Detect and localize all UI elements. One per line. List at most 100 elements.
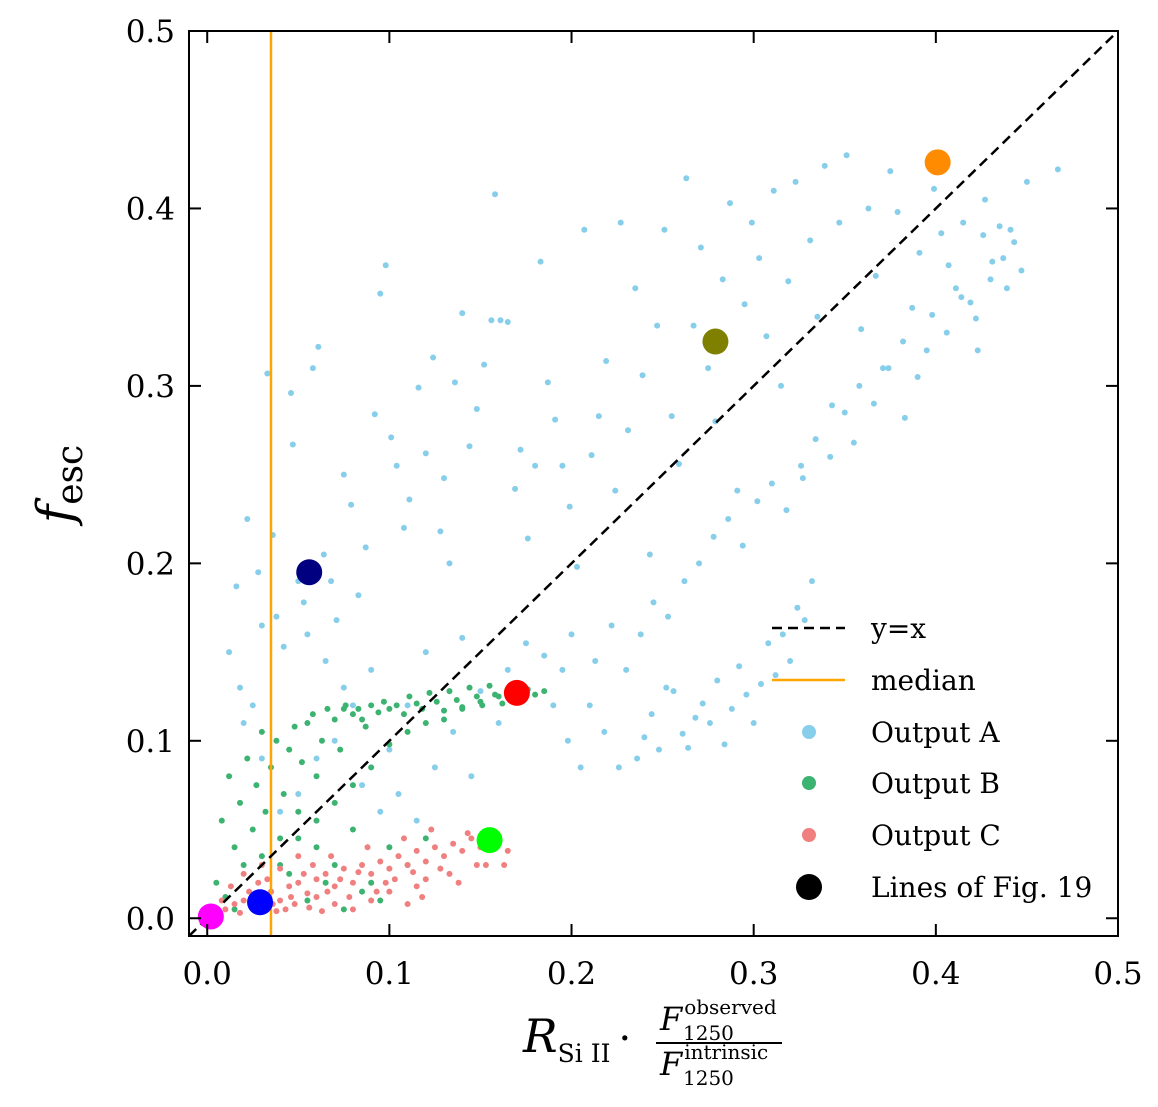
output-a-point-94 [872, 272, 879, 279]
output-a-point-70 [697, 244, 704, 251]
fig19-point-0 [197, 903, 224, 930]
series-output-c [213, 826, 511, 918]
output-c-point-8 [286, 883, 293, 890]
output-a-point-180 [559, 666, 566, 673]
output-a-point-196 [798, 462, 805, 469]
output-a-point-38 [473, 405, 480, 412]
output-a-point-188 [681, 578, 688, 585]
output-a-point-95 [880, 365, 887, 372]
y-tick-labels: 0.0 0.1 0.2 0.3 0.4 0.5 [126, 14, 175, 937]
output-a-point-107 [967, 299, 974, 306]
legend-label-y-equals-x: y=x [870, 612, 926, 645]
output-c-point-65 [355, 869, 362, 876]
output-c-point-36 [295, 853, 302, 860]
output-c-point-25 [441, 853, 448, 860]
fig19-point-6 [924, 149, 951, 176]
output-a-point-164 [377, 808, 384, 815]
output-a-point-20 [355, 592, 362, 599]
output-a-point-207 [958, 294, 965, 301]
fig19-point-2 [296, 559, 323, 586]
output-a-point-170 [226, 649, 233, 656]
output-a-point-131 [750, 720, 757, 727]
output-b-point-2 [226, 773, 233, 780]
output-a-point-178 [541, 652, 548, 659]
output-c-point-60 [264, 876, 271, 883]
output-a-point-56 [595, 413, 602, 420]
y-tick-label-5: 0.5 [126, 14, 175, 50]
output-a-point-36 [459, 310, 466, 317]
output-a-point-41 [492, 191, 499, 198]
x-tick-label-2: 0.2 [547, 956, 596, 992]
y-tick-label-3: 0.3 [126, 369, 175, 405]
output-a-point-93 [865, 205, 872, 212]
output-a-point-152 [368, 666, 375, 673]
output-b-point-36 [406, 693, 413, 700]
output-c-point-55 [400, 835, 407, 842]
output-c-point-24 [431, 844, 438, 851]
output-a-point-25 [388, 434, 395, 441]
output-a-point-30 [422, 450, 429, 457]
output-b-point-15 [286, 746, 293, 753]
output-a-point-189 [696, 560, 703, 567]
output-c-point-33 [240, 870, 247, 877]
output-a-point-128 [728, 705, 735, 712]
output-a-point-204 [914, 374, 921, 381]
output-c-point-11 [313, 876, 320, 883]
output-a-point-26 [393, 462, 400, 469]
output-b-point-18 [298, 759, 305, 766]
output-a-point-123 [692, 714, 699, 721]
output-a-point-122 [685, 744, 692, 751]
output-a-point-179 [550, 702, 557, 709]
output-a-point-65 [661, 226, 668, 233]
output-b-point-88 [340, 705, 347, 712]
output-b-point-5 [240, 862, 247, 869]
output-a-point-77 [748, 219, 755, 226]
output-b-point-87 [495, 693, 502, 700]
output-b-point-89 [359, 716, 366, 723]
output-c-point-73 [501, 862, 508, 869]
output-b-point-0 [213, 879, 220, 886]
output-b-point-37 [413, 700, 420, 707]
output-a-point-40 [488, 317, 495, 324]
output-a-point-43 [504, 319, 511, 326]
output-b-point-31 [375, 709, 382, 716]
output-c-point-47 [255, 879, 262, 886]
output-b-point-14 [280, 791, 287, 798]
output-a-point-165 [395, 791, 402, 798]
output-b-point-27 [349, 711, 356, 718]
output-a-point-108 [974, 347, 981, 354]
x-axis-label-main: R [522, 1009, 558, 1063]
output-c-point-72 [482, 862, 489, 869]
legend-label-output-a: Output A [871, 716, 1000, 749]
output-a-point-69 [690, 322, 697, 329]
output-a-point-90 [843, 152, 850, 159]
output-a-point-89 [836, 219, 843, 226]
output-c-point-79 [324, 888, 331, 895]
output-a-point-112 [1003, 285, 1010, 292]
output-b-point-3 [231, 844, 238, 851]
output-a-point-209 [987, 276, 994, 283]
output-b-point-86 [477, 698, 484, 705]
output-a-point-6 [273, 613, 280, 620]
output-a-point-157 [349, 702, 356, 709]
output-a-point-59 [617, 219, 624, 226]
output-a-point-34 [446, 560, 453, 567]
output-a-point-115 [1023, 178, 1030, 185]
output-b-point-46 [473, 693, 480, 700]
output-a-point-64 [654, 322, 661, 329]
output-b-point-77 [313, 817, 320, 824]
legend-label-output-b: Output B [871, 767, 1000, 800]
output-c-point-26 [450, 840, 457, 847]
output-a-point-168 [258, 755, 265, 762]
output-a-point-110 [989, 258, 996, 265]
output-a-point-173 [459, 634, 466, 641]
output-b-point-24 [331, 716, 338, 723]
output-c-point-15 [349, 879, 356, 886]
output-b-point-69 [286, 870, 293, 877]
output-b-point-19 [304, 720, 311, 727]
output-c-point-40 [368, 897, 375, 904]
output-b-point-56 [541, 688, 548, 695]
output-b-point-85 [459, 705, 466, 712]
x-tick-label-0: 0.0 [183, 956, 232, 992]
